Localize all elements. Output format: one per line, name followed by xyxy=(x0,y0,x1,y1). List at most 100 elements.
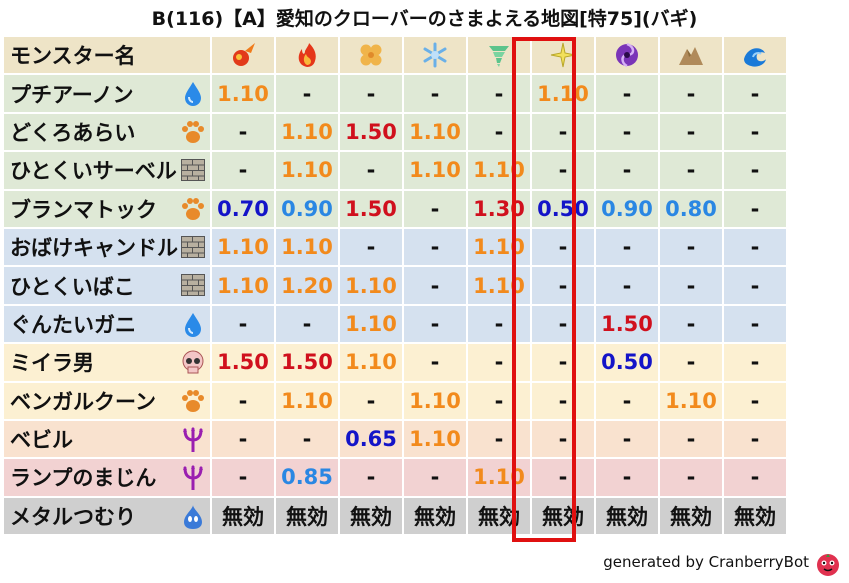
resistance-value: 0.85 xyxy=(276,459,340,498)
monster-name-cell: ランプのまじん xyxy=(4,459,212,498)
resistance-value: - xyxy=(276,305,340,345)
resistance-value: - xyxy=(660,420,724,460)
resistance-value: 1.10 xyxy=(404,113,468,153)
resistance-value: 1.10 xyxy=(340,305,404,345)
resistance-value: - xyxy=(532,228,596,268)
monster-name: ひとくいばこ xyxy=(10,274,135,299)
resistance-value: - xyxy=(532,267,596,306)
header-row: モンスター名 xyxy=(4,37,788,76)
resistance-value: - xyxy=(532,152,596,191)
tornado-wind-icon xyxy=(489,46,509,68)
resistance-value: 1.10 xyxy=(468,152,532,191)
monster-name: プチアーノン xyxy=(10,82,134,107)
paw-icon xyxy=(182,197,204,220)
resistance-value: - xyxy=(532,305,596,345)
fire-ball-icon xyxy=(233,43,255,67)
resistance-value: - xyxy=(596,75,660,114)
element-header-6 xyxy=(596,37,660,76)
table-row: ランプのまじん -0.85- -1.10- - - - xyxy=(4,459,788,498)
resistance-value: 0.90 xyxy=(596,190,660,229)
resistance-value: - xyxy=(340,459,404,498)
resistance-table: モンスター名 プチアーノン 1.10- - - -1.10- - - どくろあらい -1.10 1.… xyxy=(4,37,788,537)
resistance-value: 無効 xyxy=(276,497,340,537)
resistance-value: - xyxy=(532,113,596,153)
resistance-value: - xyxy=(596,420,660,460)
resistance-value: - xyxy=(468,382,532,421)
table-row: ミイラ男 1.50 1.50 1.10- - -0.50- - xyxy=(4,344,788,383)
resistance-value: 1.10 xyxy=(404,420,468,460)
resistance-value: - xyxy=(724,75,788,114)
footer-credit: generated by CranberryBot xyxy=(603,553,809,571)
resistance-value: 1.30 xyxy=(468,190,532,229)
resistance-value: - xyxy=(596,459,660,498)
resistance-value: - xyxy=(276,420,340,460)
resistance-value: 0.70 xyxy=(212,190,276,229)
resistance-value: 無効 xyxy=(404,497,468,537)
resistance-value: 1.10 xyxy=(276,382,340,421)
resistance-value: 0.65 xyxy=(340,420,404,460)
element-header-3 xyxy=(404,37,468,76)
resistance-value: - xyxy=(596,228,660,268)
resistance-value: 1.10 xyxy=(468,228,532,268)
water-wave-icon xyxy=(744,48,766,67)
resistance-value: - xyxy=(532,382,596,421)
monster-name-cell: ひとくいばこ xyxy=(4,267,212,306)
resistance-value: 1.10 xyxy=(468,267,532,306)
resistance-value: - xyxy=(660,113,724,153)
resistance-value: - xyxy=(468,420,532,460)
resistance-value: - xyxy=(404,190,468,229)
resistance-value: - xyxy=(212,459,276,498)
resistance-value: - xyxy=(724,228,788,268)
resistance-value: 1.10 xyxy=(340,344,404,383)
monster-name: ベビル xyxy=(10,428,73,453)
resistance-value: 1.50 xyxy=(340,113,404,153)
monster-name: ブランマトック xyxy=(10,197,157,222)
resistance-value: 無効 xyxy=(212,497,276,537)
resistance-value: 0.80 xyxy=(660,190,724,229)
resistance-value: 無効 xyxy=(532,497,596,537)
resistance-value: - xyxy=(660,267,724,306)
monster-name: どくろあらい xyxy=(10,120,136,145)
resistance-value: - xyxy=(340,228,404,268)
paw-icon xyxy=(182,389,204,412)
resistance-value: - xyxy=(468,305,532,345)
brick-icon xyxy=(181,235,205,258)
monster-name-cell: ミイラ男 xyxy=(4,344,212,383)
resistance-value: - xyxy=(724,344,788,383)
resistance-value: - xyxy=(212,113,276,153)
resistance-value: 1.10 xyxy=(404,382,468,421)
page-title: B(116)【A】愛知のクローバーのさまよえる地図[特75](バギ) xyxy=(151,8,698,30)
resistance-value: - xyxy=(404,459,468,498)
resistance-value: - xyxy=(660,228,724,268)
resistance-value: - xyxy=(596,267,660,306)
resistance-value: 1.10 xyxy=(212,267,276,306)
monster-name: おばけキャンドル xyxy=(10,236,178,261)
brick-icon xyxy=(181,159,205,182)
rock-icon xyxy=(679,47,703,66)
resistance-value: - xyxy=(212,152,276,191)
resistance-value: 1.10 xyxy=(212,75,276,114)
resistance-value: 1.10 xyxy=(212,228,276,268)
resistance-value: - xyxy=(532,459,596,498)
monster-name: ミイラ男 xyxy=(10,351,94,376)
resistance-value: 1.10 xyxy=(276,152,340,191)
monster-name-cell: ベビル xyxy=(4,420,212,460)
resistance-value: - xyxy=(340,152,404,191)
resistance-value: - xyxy=(404,344,468,383)
resistance-value: - xyxy=(404,228,468,268)
resistance-value: 無効 xyxy=(596,497,660,537)
resistance-value: 1.10 xyxy=(532,75,596,114)
resistance-value: 1.10 xyxy=(276,228,340,268)
resistance-value: - xyxy=(724,305,788,345)
resistance-value: 無効 xyxy=(340,497,404,537)
trident-icon xyxy=(183,465,203,491)
resistance-value: 無効 xyxy=(468,497,532,537)
brick-icon xyxy=(181,274,205,297)
table-row: ひとくいばこ 1.10 1.20 1.10-1.10- - - - xyxy=(4,267,788,306)
resistance-value: - xyxy=(660,152,724,191)
resistance-value: 1.50 xyxy=(596,305,660,345)
resistance-value: 1.10 xyxy=(404,152,468,191)
resistance-value: - xyxy=(340,382,404,421)
resistance-value: 1.50 xyxy=(212,344,276,383)
resistance-value: - xyxy=(532,344,596,383)
